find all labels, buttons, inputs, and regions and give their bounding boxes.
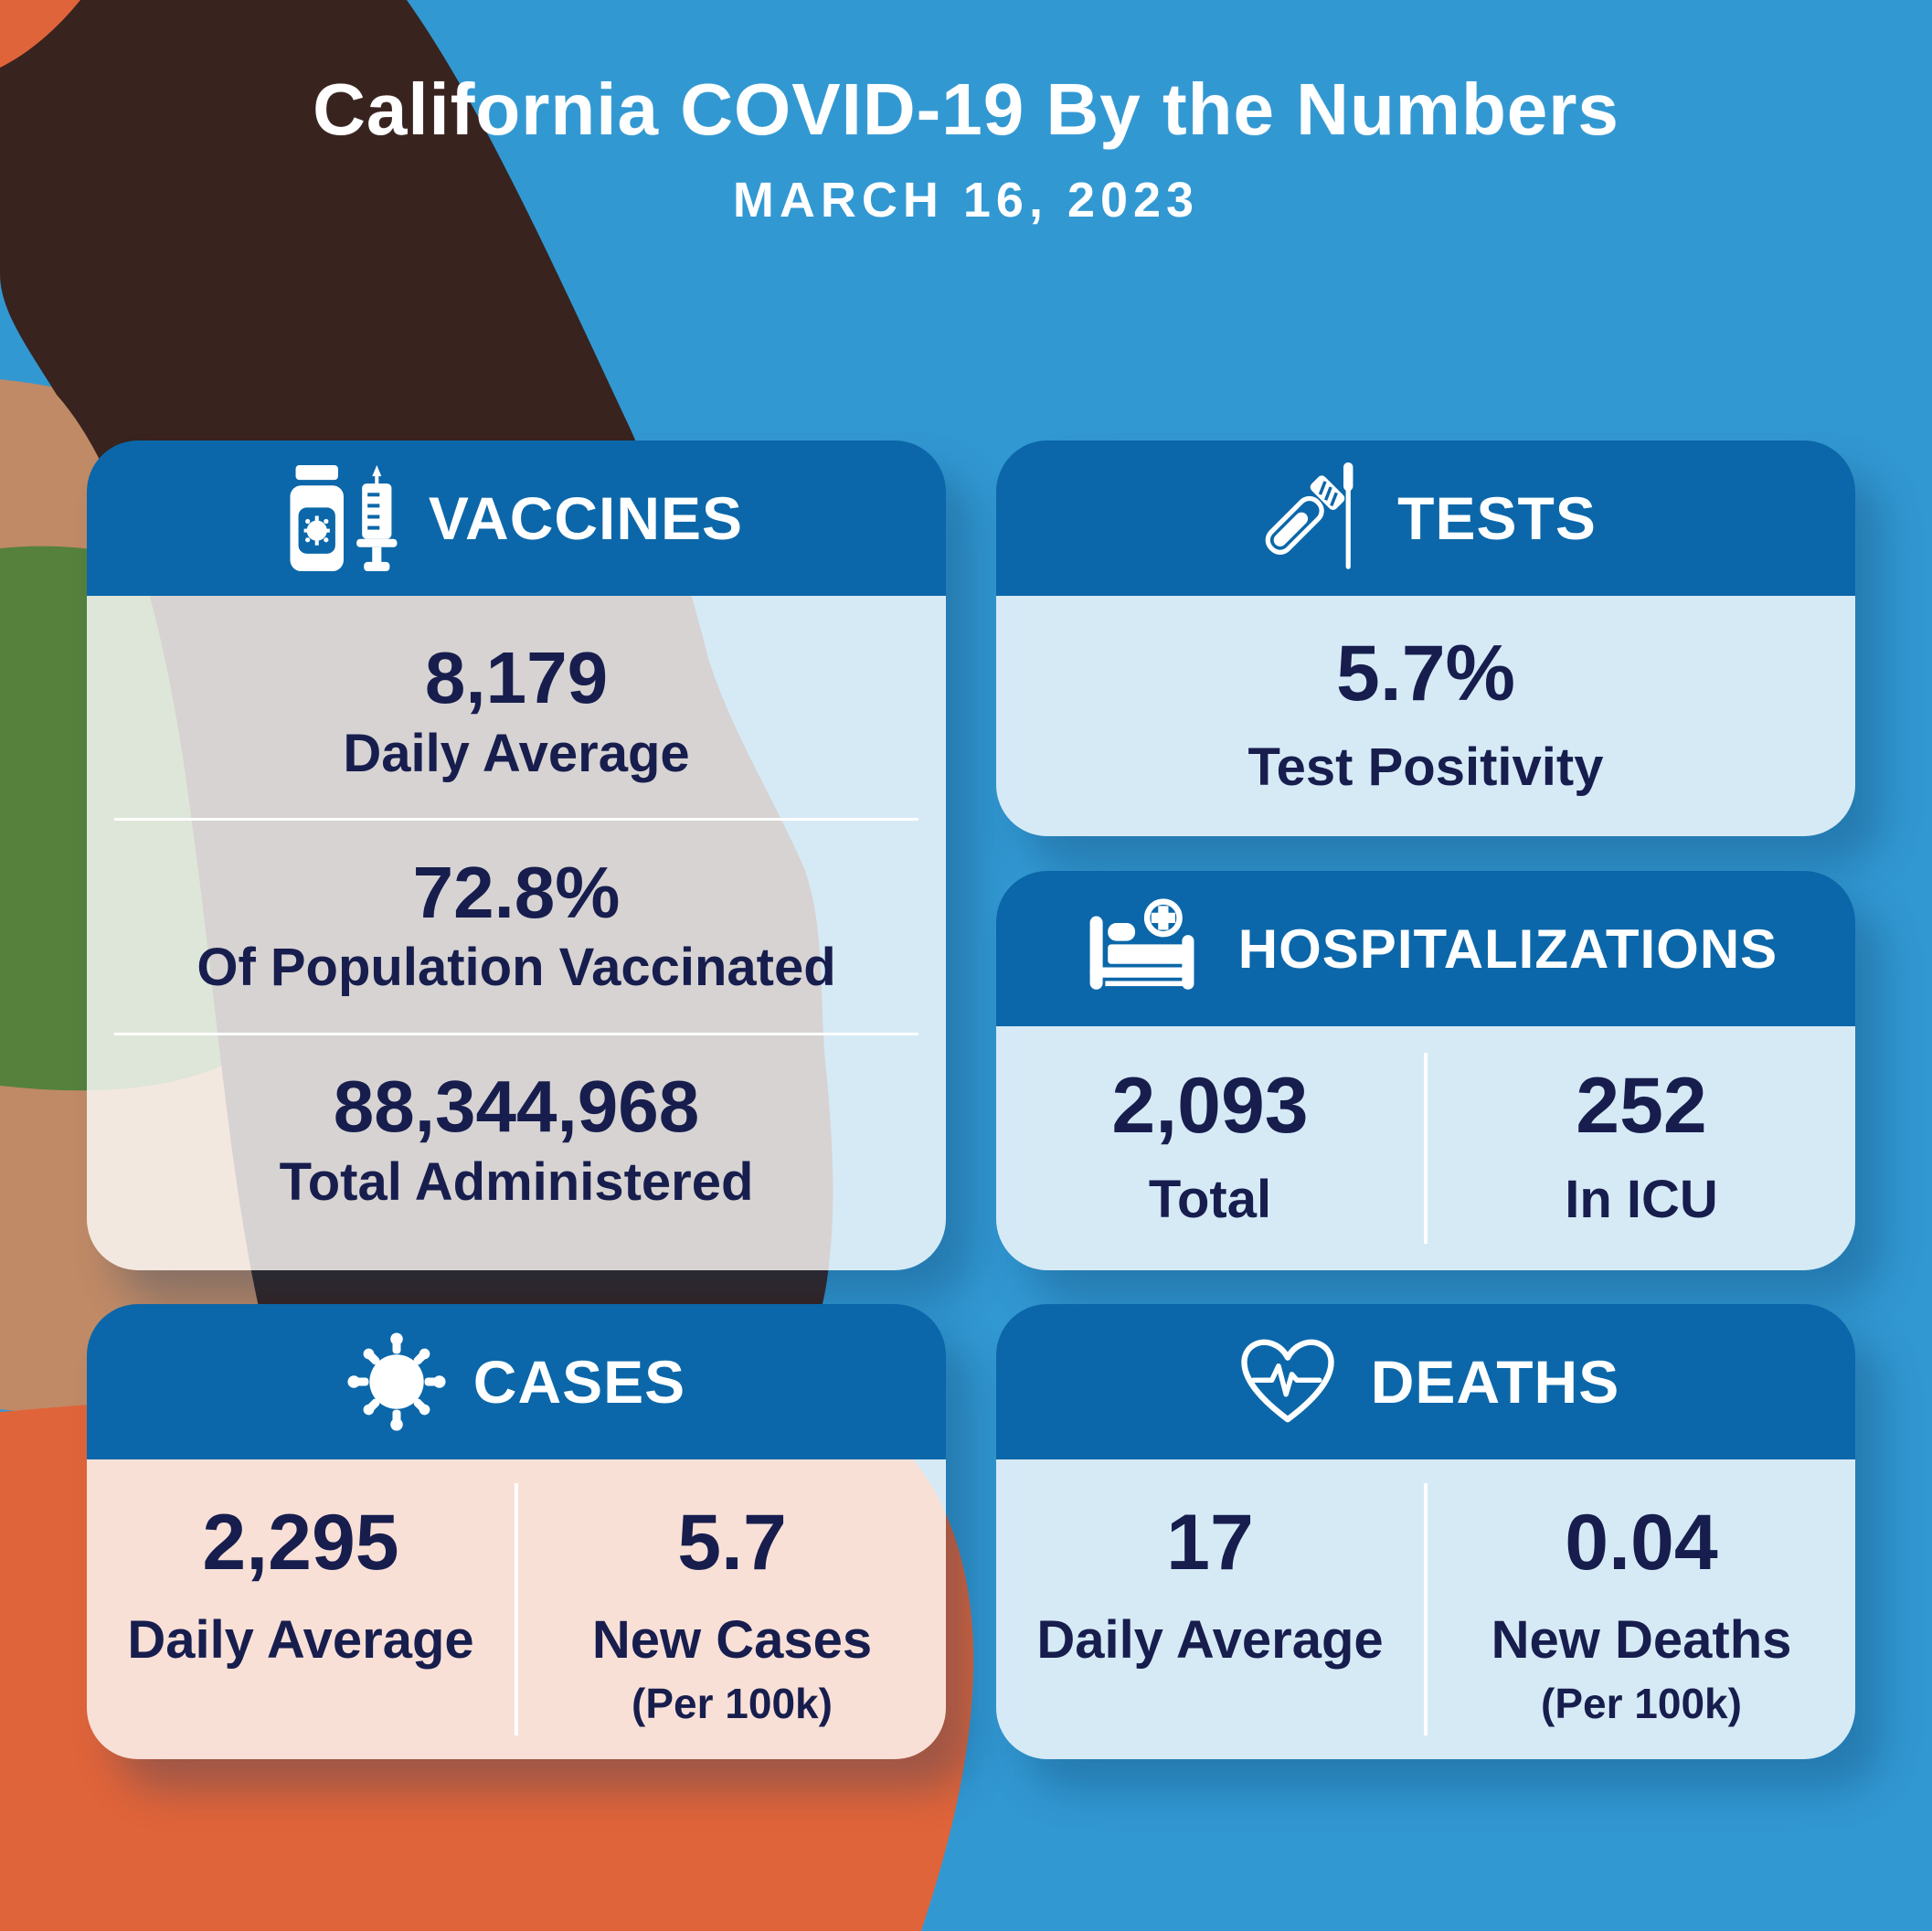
cases-card-body: 2,295 Daily Average 5.7 New Cases (Per 1…: [87, 1459, 946, 1759]
vaccines-total-stat: 88,344,968 Total Administered: [87, 1035, 946, 1247]
stat-label: Of Population Vaccinated: [196, 938, 836, 998]
stat-label: Daily Average: [343, 723, 690, 783]
hospitalizations-total-stat: 2,093 Total: [996, 1026, 1424, 1270]
tests-card-body: 5.7% Test Positivity: [996, 596, 1855, 836]
stat-label: New Cases: [591, 1609, 873, 1670]
cases-card-header: CASES: [87, 1304, 946, 1459]
stat-label: New Deaths: [1491, 1609, 1792, 1670]
stat-label: Total Administered: [279, 1151, 754, 1212]
tests-card: TESTS 5.7% Test Positivity: [996, 440, 1855, 836]
orange-corner-shape: [0, 0, 80, 68]
stat-sublabel: (Per 100k): [632, 1679, 833, 1727]
page-date: MARCH 16, 2023: [732, 173, 1200, 228]
stat-value: 72.8%: [412, 851, 621, 933]
cases-card-title: CASES: [472, 1348, 686, 1416]
deaths-card-title: DEATHS: [1370, 1348, 1620, 1416]
deaths-new-deaths-stat: 0.04 New Deaths (Per 100k): [1428, 1459, 1855, 1759]
stat-label: Total: [1148, 1169, 1272, 1229]
vaccines-card-header: VACCINES: [87, 440, 946, 596]
stat-value: 8,179: [424, 637, 609, 719]
divider: [1424, 1053, 1428, 1244]
vaccines-card-body: 8,179 Daily Average 72.8% Of Population …: [87, 596, 946, 1270]
hospitalizations-card-body: 2,093 Total 252 In ICU: [996, 1026, 1855, 1270]
divider: [1424, 1483, 1428, 1735]
stat-value: 5.7: [677, 1499, 787, 1586]
divider: [515, 1483, 518, 1735]
cases-card: CASES 2,295 Daily Average 5.7 New Cases …: [87, 1304, 946, 1759]
heart-ekg-icon: [1241, 1339, 1334, 1422]
virus-icon: [347, 1332, 446, 1431]
deaths-daily-average-stat: 17 Daily Average: [996, 1459, 1424, 1759]
stat-label: Test Positivity: [1247, 737, 1604, 797]
hospitalizations-card-title: HOSPITALIZATIONS: [1237, 918, 1778, 980]
cases-new-cases-stat: 5.7 New Cases (Per 100k): [518, 1459, 946, 1759]
deaths-card: DEATHS 17 Daily Average 0.04 New Deaths …: [996, 1304, 1855, 1759]
divider: [114, 818, 918, 822]
hospitalizations-icu-stat: 252 In ICU: [1428, 1026, 1855, 1270]
vaccines-population-stat: 72.8% Of Population Vaccinated: [87, 821, 946, 1032]
hospital-bed-icon: [1089, 898, 1194, 990]
hospitalizations-card: HOSPITALIZATIONS 2,093 Total 252 In ICU: [996, 871, 1855, 1270]
hospitalizations-card-header: HOSPITALIZATIONS: [996, 871, 1855, 1026]
vaccines-daily-average-stat: 8,179 Daily Average: [87, 607, 946, 818]
test-tube-swab-icon: [1265, 462, 1353, 569]
masthead: California COVID-19 By the Numbers MARCH…: [0, 71, 1932, 228]
stat-value: 0.04: [1565, 1499, 1718, 1586]
divider: [114, 1032, 918, 1035]
vaccines-card: VACCINES 8,179 Daily Average 72.8% Of Po…: [87, 440, 946, 1270]
page-title: California COVID-19 By the Numbers: [313, 69, 1619, 150]
stat-label: In ICU: [1565, 1169, 1718, 1229]
deaths-card-body: 17 Daily Average 0.04 New Deaths (Per 10…: [996, 1459, 1855, 1759]
stat-value: 2,295: [202, 1499, 399, 1586]
deaths-card-header: DEATHS: [996, 1304, 1855, 1459]
tests-card-header: TESTS: [996, 440, 1855, 596]
cases-daily-average-stat: 2,295 Daily Average: [87, 1459, 515, 1759]
stat-value: 5.7%: [1335, 630, 1516, 718]
stat-value: 17: [1166, 1499, 1254, 1586]
stat-label: Daily Average: [1036, 1609, 1384, 1670]
stat-value: 88,344,968: [333, 1066, 700, 1148]
vaccine-vial-syringe-icon: [290, 465, 398, 571]
stat-value: 2,093: [1111, 1062, 1309, 1151]
stat-sublabel: (Per 100k): [1541, 1679, 1742, 1727]
stat-value: 252: [1576, 1062, 1707, 1151]
tests-card-title: TESTS: [1397, 484, 1597, 552]
vaccines-card-title: VACCINES: [428, 484, 744, 552]
stat-label: Daily Average: [127, 1609, 474, 1670]
